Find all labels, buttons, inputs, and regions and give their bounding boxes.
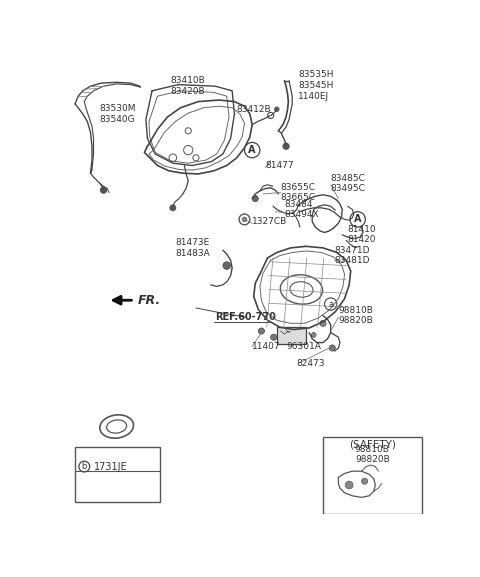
Text: 83535H
83545H: 83535H 83545H	[299, 70, 334, 89]
Circle shape	[361, 478, 368, 484]
Bar	[277, 327, 306, 344]
Circle shape	[100, 187, 107, 193]
Text: 83412B: 83412B	[237, 105, 271, 114]
Bar	[75, 447, 160, 502]
Circle shape	[252, 196, 258, 202]
Text: A: A	[354, 215, 361, 224]
Text: b: b	[82, 462, 87, 471]
Text: 98810B
98820B: 98810B 98820B	[355, 444, 390, 464]
Text: 83484
83494X: 83484 83494X	[285, 200, 319, 219]
Circle shape	[271, 334, 277, 340]
Text: 1327CB: 1327CB	[252, 217, 288, 226]
Text: 82473: 82473	[296, 359, 324, 368]
Text: 11407: 11407	[252, 342, 281, 351]
Text: REF.60-770: REF.60-770	[215, 312, 276, 322]
Circle shape	[223, 262, 230, 269]
Text: 83471D
83481D: 83471D 83481D	[335, 246, 370, 265]
Bar	[323, 437, 421, 514]
Circle shape	[320, 320, 326, 327]
Text: 83485C
83495C: 83485C 83495C	[331, 174, 366, 193]
Text: (SAFETY): (SAFETY)	[349, 439, 396, 449]
Text: 81410
81420: 81410 81420	[348, 225, 376, 245]
Text: 83655C
83665C: 83655C 83665C	[281, 183, 316, 202]
Text: 83410B
83420B: 83410B 83420B	[170, 77, 205, 96]
Text: FR.: FR.	[138, 294, 161, 307]
Circle shape	[242, 217, 247, 222]
Text: 1140EJ: 1140EJ	[299, 92, 329, 102]
Text: 83530M
83540G: 83530M 83540G	[100, 104, 136, 123]
Text: 98810B
98820B: 98810B 98820B	[338, 306, 373, 325]
Text: 96301A: 96301A	[287, 342, 322, 351]
Circle shape	[275, 107, 279, 111]
Circle shape	[312, 332, 316, 337]
Circle shape	[170, 205, 176, 211]
Circle shape	[345, 481, 353, 489]
Circle shape	[283, 143, 289, 149]
Text: a: a	[328, 299, 333, 309]
Text: 81473E
81483A: 81473E 81483A	[175, 238, 210, 257]
Circle shape	[329, 345, 336, 351]
Text: A: A	[249, 145, 256, 155]
Circle shape	[258, 328, 264, 334]
Text: 81477: 81477	[265, 161, 294, 170]
Text: 1731JE: 1731JE	[94, 462, 127, 471]
